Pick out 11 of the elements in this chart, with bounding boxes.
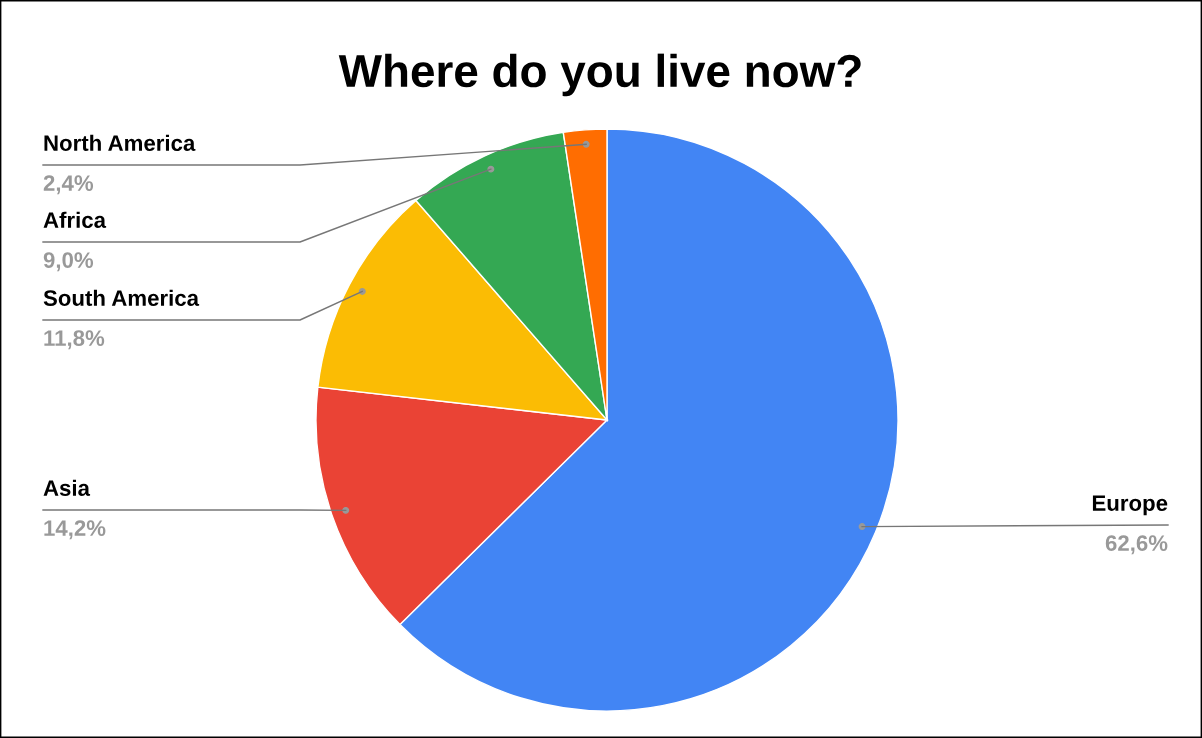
slice-label: South America: [43, 289, 200, 306]
slice-label: North America: [44, 134, 196, 151]
slice-label: Asia: [43, 479, 91, 496]
slice-label: Europe: [1092, 495, 1168, 516]
data-label: 2,4%: [43, 175, 94, 195]
chart-title: Where do you live now?: [338, 53, 861, 97]
data-label: 62,6%: [1105, 535, 1168, 555]
slice-label: Africa: [43, 211, 107, 228]
data-label: 9,0%: [43, 252, 94, 272]
data-label: 14,2%: [44, 520, 106, 540]
data-label: 11,8%: [44, 330, 105, 350]
